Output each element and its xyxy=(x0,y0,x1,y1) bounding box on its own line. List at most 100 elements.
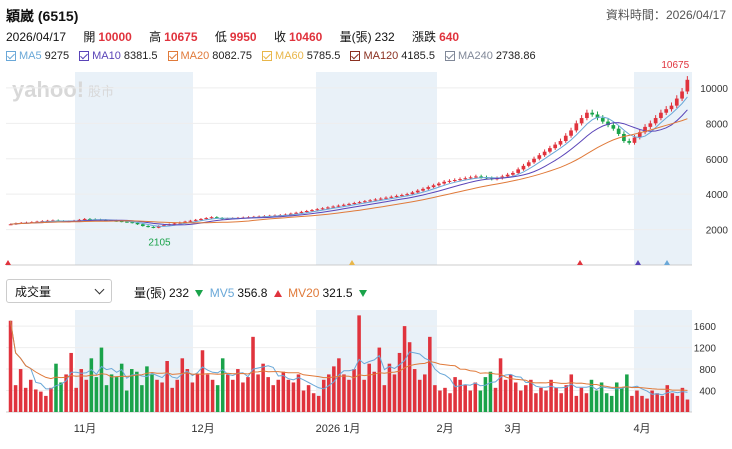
indicator-select[interactable]: 成交量 xyxy=(6,279,112,303)
vol-value: 232 xyxy=(169,286,190,300)
candle xyxy=(569,130,573,136)
candle xyxy=(278,215,283,217)
candle xyxy=(664,109,669,113)
volume-bar xyxy=(34,389,38,412)
candle xyxy=(310,210,314,212)
checkbox-icon[interactable] xyxy=(167,51,178,61)
volume-bar xyxy=(493,387,498,412)
candle xyxy=(648,123,653,127)
candle xyxy=(299,211,304,213)
candle xyxy=(558,141,563,145)
checkbox-icon[interactable] xyxy=(444,51,455,61)
volume-bar xyxy=(544,390,548,412)
volume-bar xyxy=(650,390,654,412)
candle xyxy=(214,217,219,219)
volume-bar xyxy=(150,374,154,412)
candle xyxy=(225,218,230,220)
candle xyxy=(537,155,542,159)
candle xyxy=(595,114,600,119)
volume-bar xyxy=(357,315,361,412)
candle xyxy=(521,165,526,170)
candle xyxy=(468,177,473,179)
candle xyxy=(230,218,235,220)
volume-bar xyxy=(397,352,402,412)
volume-bar xyxy=(670,393,675,412)
volume-bar xyxy=(306,385,311,412)
candle xyxy=(606,121,610,126)
candle xyxy=(553,144,558,149)
volume-bar xyxy=(549,379,553,412)
candle xyxy=(220,218,224,220)
y-tick-label: 4000 xyxy=(706,190,729,201)
ma-legend-item[interactable]: MA5 9275 xyxy=(6,50,69,62)
volume-bar xyxy=(645,398,649,412)
candle xyxy=(495,178,499,180)
candle xyxy=(579,118,584,124)
volume-bar xyxy=(79,369,84,412)
volume-bar xyxy=(18,369,23,412)
change-label: 漲跌 xyxy=(412,30,437,44)
candle xyxy=(40,221,45,223)
ma-legend-item[interactable]: MA10 8381.5 xyxy=(79,50,158,62)
volume-bar xyxy=(114,377,119,412)
volume-bar xyxy=(387,363,392,412)
mv20-value: 321.5 xyxy=(322,286,353,300)
mv-line xyxy=(10,320,688,396)
ma-value: 8082.75 xyxy=(212,50,253,62)
checkbox-icon[interactable] xyxy=(79,51,90,61)
volume-bar xyxy=(574,395,579,412)
candle xyxy=(257,216,261,218)
volume-bar xyxy=(438,390,442,412)
volume-bar xyxy=(685,399,690,412)
checkbox-icon[interactable] xyxy=(350,51,361,61)
candle xyxy=(294,212,298,214)
candle xyxy=(680,91,684,99)
candle xyxy=(77,219,82,221)
volume-bar xyxy=(589,379,594,412)
volume-bar xyxy=(276,379,281,412)
down-arrow-icon xyxy=(358,290,367,297)
open-label: 開 xyxy=(83,30,96,44)
ma-legend-item[interactable]: MA120 4185.5 xyxy=(350,50,435,62)
volume-bar xyxy=(180,358,185,412)
ma-legend-item[interactable]: MA240 2738.86 xyxy=(444,50,536,62)
x-tick-label: 2月 xyxy=(436,423,453,435)
checkbox-icon[interactable] xyxy=(262,51,273,61)
ma-label: MA10 xyxy=(92,50,121,62)
candle xyxy=(119,221,124,223)
volume-bar xyxy=(225,374,230,412)
high-label: 高 xyxy=(149,30,162,44)
yahoo-watermark: yahoo! xyxy=(12,77,84,102)
candle xyxy=(98,219,103,221)
candle xyxy=(368,200,372,202)
volume-bar xyxy=(316,395,321,412)
volume-bar xyxy=(498,358,503,412)
volume-bar xyxy=(377,347,382,412)
ma-legend-item[interactable]: MA20 8082.75 xyxy=(167,50,253,62)
candle xyxy=(331,206,335,208)
volume-toolbar: 成交量 量(張) 232 MV5 356.8 MV20 321.5 xyxy=(0,279,732,305)
stock-title: 穎崴 (6515) xyxy=(6,8,79,24)
ma-line xyxy=(10,96,688,227)
volume-bar xyxy=(94,377,99,412)
volume-bar xyxy=(367,363,371,412)
candle xyxy=(352,203,357,205)
volume-bar xyxy=(614,382,619,412)
close-label: 收 xyxy=(273,30,286,44)
volume-bar xyxy=(165,361,169,412)
volume-bar xyxy=(130,369,134,412)
candle xyxy=(125,221,129,223)
ma-legend-item[interactable]: MA60 5785.5 xyxy=(262,50,340,62)
volume-bar xyxy=(458,379,462,412)
candle xyxy=(140,224,145,227)
volume-bar xyxy=(579,387,584,412)
checkbox-icon[interactable] xyxy=(6,51,16,61)
event-marker-icon xyxy=(664,260,670,265)
volume-bar xyxy=(463,385,467,412)
volume-bar xyxy=(483,377,488,412)
candle xyxy=(251,216,256,218)
volume-bar xyxy=(342,374,346,412)
mv5-value: 356.8 xyxy=(237,286,268,300)
event-marker-icon xyxy=(5,260,11,265)
